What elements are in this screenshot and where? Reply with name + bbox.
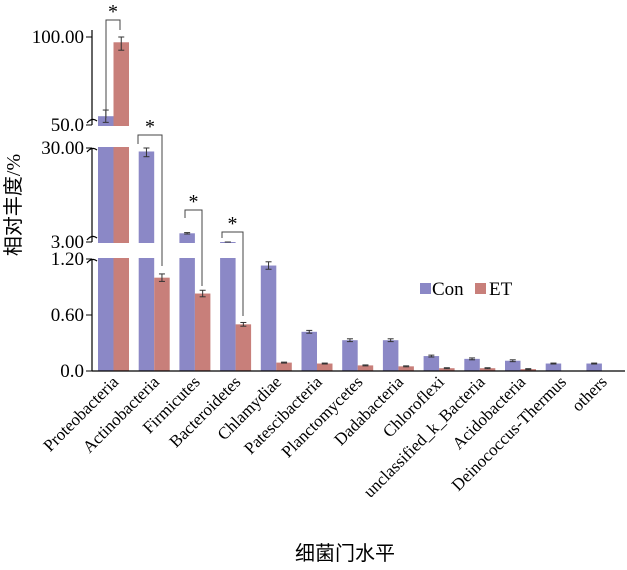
bar-et-actinobacteria bbox=[154, 277, 170, 371]
legend: Con ET bbox=[420, 279, 513, 300]
error-bar bbox=[281, 361, 288, 364]
bar-con-firmicutes bbox=[179, 233, 195, 371]
y-tick-label: 3.00 bbox=[51, 232, 84, 253]
bar-con-planctomycetes bbox=[342, 340, 358, 371]
legend-label-con: Con bbox=[432, 279, 464, 300]
significance-bracket: * bbox=[184, 191, 203, 286]
significance-star: * bbox=[108, 1, 118, 23]
bar-et-bacteroidetes bbox=[235, 324, 252, 371]
error-bar bbox=[184, 232, 191, 235]
error-bar bbox=[199, 289, 206, 298]
bar-con-unclassified-k-bacteria bbox=[464, 358, 480, 371]
error-bar bbox=[306, 329, 313, 334]
bar-et-firmicutes bbox=[194, 293, 211, 371]
x-tick-label: others bbox=[568, 372, 611, 415]
bar-et-planctomycetes bbox=[357, 365, 374, 371]
error-bar bbox=[428, 354, 435, 358]
y-tick-label: 50.0 bbox=[51, 115, 84, 136]
bar-con-chloroflexi bbox=[423, 356, 440, 371]
error-bar bbox=[143, 147, 150, 158]
axes bbox=[86, 30, 625, 372]
y-tick-label: 30.00 bbox=[41, 138, 84, 159]
error-bar bbox=[240, 321, 247, 327]
significance-brackets: * * * * bbox=[105, 1, 244, 316]
bar-con-acidobacteria bbox=[505, 360, 521, 371]
legend-swatch-con bbox=[420, 283, 431, 294]
x-axis-tick-labels: ProteobacteriaActinobacteriaFirmicutesBa… bbox=[39, 372, 610, 501]
bars bbox=[84, 42, 602, 371]
error-bar bbox=[509, 359, 516, 363]
legend-label-et: ET bbox=[489, 279, 513, 300]
error-bar bbox=[321, 362, 328, 365]
legend-swatch-et bbox=[475, 283, 486, 294]
axis-break-mark bbox=[86, 147, 98, 153]
error-bar bbox=[443, 367, 450, 370]
error-bar bbox=[265, 261, 272, 270]
axis-break-gap bbox=[84, 243, 264, 258]
y-axis-title: 相对丰度/% bbox=[2, 154, 25, 256]
y-tick-label: 1.20 bbox=[51, 249, 84, 270]
significance-bracket: * bbox=[105, 1, 121, 118]
y-tick-label: 0.60 bbox=[51, 305, 84, 326]
error-bar bbox=[158, 273, 165, 282]
significance-star: * bbox=[228, 213, 238, 235]
error-bar bbox=[469, 357, 476, 361]
y-tick-label: 100.00 bbox=[32, 27, 84, 48]
bar-et-dadabacteria bbox=[398, 366, 414, 371]
error-bar bbox=[484, 367, 491, 370]
bar-et-chloroflexi bbox=[439, 368, 455, 371]
axis-break-gap bbox=[84, 126, 264, 147]
bar-con-bacteroidetes bbox=[220, 242, 236, 371]
error-bar bbox=[525, 368, 532, 371]
error-bar bbox=[550, 362, 557, 365]
axis-break-mark bbox=[86, 235, 98, 241]
error-bar bbox=[387, 338, 394, 343]
bar-con-others bbox=[586, 363, 602, 371]
bar-et-unclassified-k-bacteria bbox=[479, 368, 496, 371]
bar-con-patescibacteria bbox=[301, 331, 317, 371]
significance-bracket: * bbox=[137, 116, 163, 266]
error-bar bbox=[591, 362, 598, 365]
axis-break-mark bbox=[86, 258, 98, 264]
error-bar bbox=[118, 36, 125, 51]
error-bar bbox=[362, 364, 369, 367]
axis-break-mark bbox=[86, 118, 98, 124]
significance-bracket: * bbox=[221, 213, 244, 316]
y-tick-label: 0.0 bbox=[60, 361, 84, 382]
significance-star: * bbox=[189, 191, 199, 213]
bar-et-patescibacteria bbox=[317, 363, 333, 371]
error-bars bbox=[102, 36, 598, 371]
x-axis-title: 细菌门水平 bbox=[295, 542, 395, 565]
bar-con-dadabacteria bbox=[382, 340, 399, 371]
bar-con-actinobacteria bbox=[138, 151, 155, 371]
bar-et-proteobacteria bbox=[113, 42, 129, 371]
significance-star: * bbox=[145, 116, 155, 138]
bar-et-chlamydiae bbox=[276, 362, 292, 371]
error-bar bbox=[346, 338, 353, 343]
error-bar bbox=[403, 365, 410, 368]
bar-con-chlamydiae bbox=[260, 265, 277, 371]
bar-con-deinococcus-thermus bbox=[545, 363, 562, 371]
